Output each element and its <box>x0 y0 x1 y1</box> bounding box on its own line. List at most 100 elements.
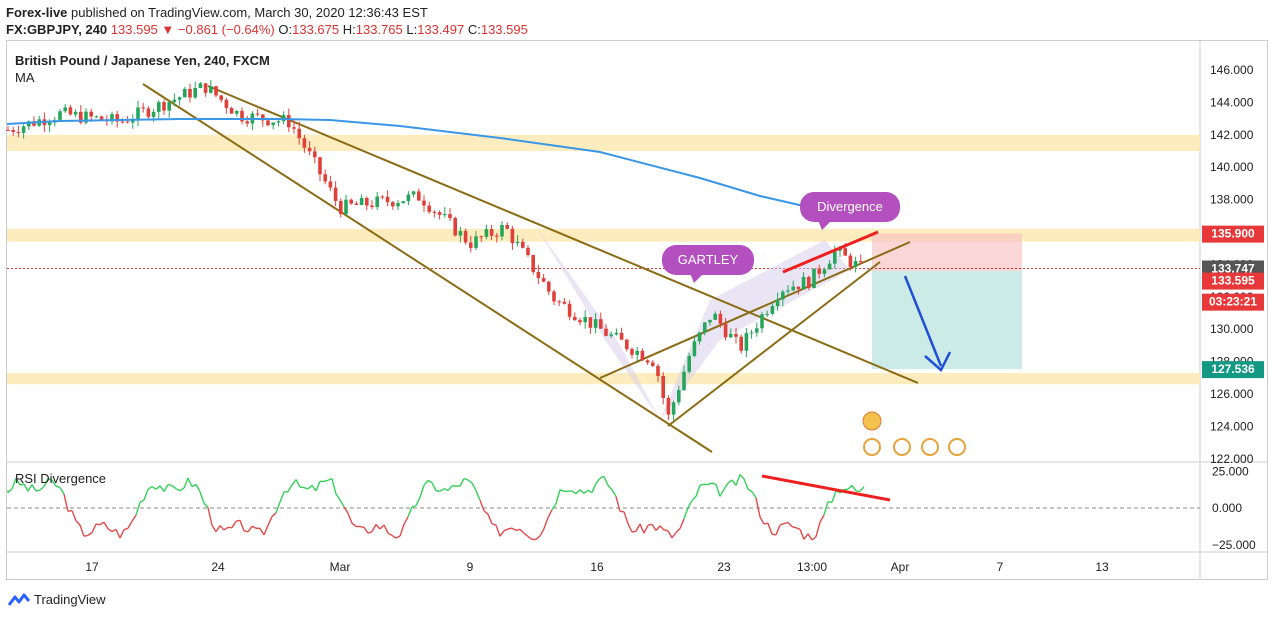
rsi-segment <box>643 524 649 534</box>
candle-body <box>271 122 275 126</box>
open-value: 133.675 <box>292 22 340 37</box>
candle-body <box>557 301 561 303</box>
rsi-segment <box>803 533 809 540</box>
candle-body <box>827 263 832 270</box>
candle-body <box>760 314 764 329</box>
publisher-name[interactable]: Forex-live <box>6 5 68 20</box>
time-tick-label: 7 <box>997 560 1004 574</box>
rsi-segment <box>607 484 613 491</box>
rsi-segment <box>391 534 397 539</box>
candle-body <box>427 205 431 212</box>
rsi-segment <box>411 504 417 508</box>
rsi-segment <box>107 528 113 533</box>
candle-body <box>245 121 249 124</box>
rsi-segment <box>139 499 145 503</box>
rsi-segment <box>399 524 405 537</box>
rsi-segment <box>603 476 609 486</box>
candle-body <box>94 116 99 118</box>
price-tick-label: 146.000 <box>1210 63 1254 77</box>
rsi-segment <box>247 525 253 533</box>
candle-body <box>162 102 166 111</box>
high-value: 133.765 <box>355 22 403 37</box>
rsi-segment <box>167 483 173 487</box>
rsi-segment <box>479 499 485 511</box>
candle-body <box>635 350 639 355</box>
candle-body <box>68 107 73 115</box>
candle-body <box>853 261 858 267</box>
rsi-segment <box>755 497 761 518</box>
rsi-segment <box>683 507 689 520</box>
moving-average-line <box>6 118 861 220</box>
candle-body <box>328 181 333 188</box>
price-tick-label: 126.000 <box>1210 387 1254 401</box>
candle-body <box>16 132 21 134</box>
rsi-segment <box>359 525 365 528</box>
candle-body <box>469 242 473 248</box>
rsi-segment <box>143 489 149 501</box>
candle-body <box>214 86 218 96</box>
rsi-segment <box>79 524 85 537</box>
rsi-segment <box>555 489 561 504</box>
event-marker-icon <box>863 438 881 456</box>
trendline <box>207 85 919 384</box>
time-tick-label: 13:00 <box>797 560 827 574</box>
rsi-tick-label: −25.000 <box>1212 538 1256 552</box>
candle-body <box>432 211 437 213</box>
candle-body <box>651 362 655 366</box>
candle-body <box>734 334 738 337</box>
candle-body <box>625 339 629 350</box>
candle-body <box>193 87 197 98</box>
rsi-segment <box>627 523 633 533</box>
price-tick-label: 144.000 <box>1210 95 1254 109</box>
rsi-segment <box>583 489 589 494</box>
rsi-segment <box>799 529 805 540</box>
candle-body <box>235 110 239 114</box>
event-marker-icon <box>921 438 939 456</box>
open-label: O: <box>278 22 293 37</box>
rsi-segment <box>591 483 597 493</box>
rsi-segment <box>423 479 429 486</box>
rsi-segment <box>67 509 73 513</box>
candle-body <box>765 313 769 315</box>
candle-body <box>198 83 203 88</box>
price-divergence-line <box>782 230 879 274</box>
price-tag-label: 133.595 <box>1211 274 1255 288</box>
rsi-segment <box>39 485 45 491</box>
candle-body <box>417 191 421 201</box>
time-tick-label: 23 <box>717 560 731 574</box>
rsi-segment <box>427 479 433 484</box>
footer-brand[interactable]: TradingView <box>8 592 106 607</box>
candle-body <box>219 95 223 100</box>
candle-body <box>141 107 145 109</box>
candle-body <box>843 248 847 256</box>
rsi-segment <box>335 493 341 501</box>
candle-body <box>515 241 520 244</box>
rsi-segment <box>191 483 197 488</box>
rsi-segment <box>159 485 165 492</box>
rsi-segment <box>251 525 257 529</box>
rsi-segment <box>623 511 629 524</box>
ma-indicator-label[interactable]: MA <box>15 70 35 85</box>
candle-body <box>510 228 515 244</box>
rsi-segment <box>491 523 497 526</box>
rsi-segment <box>183 477 189 489</box>
candle-body <box>593 319 598 328</box>
chart-frame[interactable] <box>6 40 1268 580</box>
candle-body <box>599 319 603 329</box>
candle-body <box>21 126 26 133</box>
candle-body <box>11 130 15 133</box>
rsi-segment <box>831 490 837 503</box>
rsi-segment <box>379 524 385 530</box>
candle-body <box>536 271 541 279</box>
rsi-indicator-label[interactable]: RSI Divergence <box>15 471 107 486</box>
candle-body <box>796 286 801 290</box>
rsi-segment <box>155 485 161 490</box>
rsi-segment <box>287 484 293 493</box>
price-tick-label: 142.000 <box>1210 128 1254 142</box>
candle-body <box>349 199 353 204</box>
candle-body <box>73 111 78 115</box>
rsi-segment <box>175 488 181 492</box>
candle-body <box>6 129 10 131</box>
rsi-segment <box>707 482 713 486</box>
